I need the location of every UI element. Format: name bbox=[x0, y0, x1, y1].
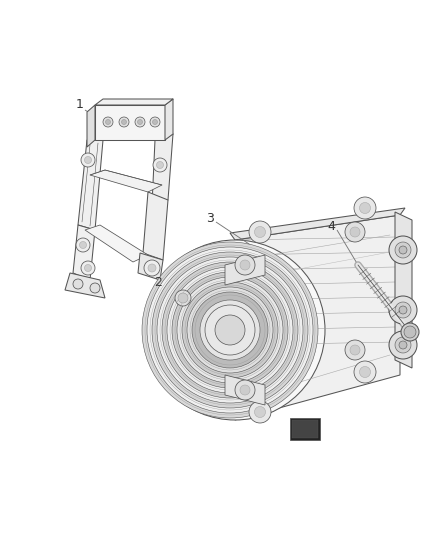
Circle shape bbox=[135, 117, 145, 127]
Circle shape bbox=[152, 252, 308, 408]
Circle shape bbox=[240, 385, 250, 395]
Circle shape bbox=[235, 380, 255, 400]
Circle shape bbox=[235, 255, 255, 275]
Polygon shape bbox=[290, 418, 320, 440]
Polygon shape bbox=[90, 170, 162, 192]
Circle shape bbox=[345, 222, 365, 242]
Circle shape bbox=[81, 261, 95, 275]
Circle shape bbox=[162, 262, 298, 398]
Circle shape bbox=[360, 203, 371, 214]
Circle shape bbox=[106, 119, 110, 125]
Circle shape bbox=[399, 341, 407, 349]
Circle shape bbox=[215, 315, 245, 345]
Polygon shape bbox=[235, 215, 400, 420]
Circle shape bbox=[142, 242, 318, 418]
Circle shape bbox=[147, 247, 313, 413]
Circle shape bbox=[85, 264, 92, 271]
Circle shape bbox=[167, 267, 293, 393]
Circle shape bbox=[254, 227, 265, 238]
Polygon shape bbox=[78, 140, 103, 230]
Circle shape bbox=[404, 326, 416, 338]
Circle shape bbox=[395, 302, 411, 318]
Circle shape bbox=[399, 306, 407, 314]
Circle shape bbox=[150, 117, 160, 127]
Circle shape bbox=[249, 401, 271, 423]
Circle shape bbox=[103, 117, 113, 127]
Circle shape bbox=[200, 300, 260, 360]
Circle shape bbox=[225, 325, 235, 335]
Circle shape bbox=[80, 241, 86, 248]
Circle shape bbox=[220, 320, 240, 340]
Text: 3: 3 bbox=[206, 212, 214, 224]
Circle shape bbox=[144, 260, 160, 276]
Polygon shape bbox=[138, 253, 163, 280]
Polygon shape bbox=[165, 99, 173, 140]
Circle shape bbox=[156, 161, 163, 168]
Circle shape bbox=[90, 283, 100, 293]
Circle shape bbox=[354, 361, 376, 383]
Polygon shape bbox=[225, 375, 265, 405]
Polygon shape bbox=[65, 273, 105, 298]
Circle shape bbox=[389, 331, 417, 359]
Polygon shape bbox=[95, 99, 173, 105]
Circle shape bbox=[210, 310, 250, 350]
Circle shape bbox=[192, 292, 268, 368]
Circle shape bbox=[205, 305, 255, 355]
Circle shape bbox=[85, 157, 92, 164]
Circle shape bbox=[157, 257, 303, 403]
Polygon shape bbox=[230, 208, 405, 240]
Circle shape bbox=[145, 240, 325, 420]
Circle shape bbox=[119, 117, 129, 127]
Circle shape bbox=[212, 312, 248, 348]
Circle shape bbox=[175, 290, 191, 306]
Polygon shape bbox=[95, 105, 165, 140]
Circle shape bbox=[360, 367, 371, 377]
Circle shape bbox=[73, 279, 83, 289]
Polygon shape bbox=[225, 255, 265, 285]
Polygon shape bbox=[395, 212, 412, 368]
Circle shape bbox=[76, 238, 90, 252]
Circle shape bbox=[152, 119, 158, 125]
Circle shape bbox=[345, 340, 365, 360]
Circle shape bbox=[178, 293, 188, 303]
Circle shape bbox=[395, 337, 411, 353]
Circle shape bbox=[389, 236, 417, 264]
Circle shape bbox=[401, 323, 419, 341]
Circle shape bbox=[249, 221, 271, 243]
Text: 1: 1 bbox=[76, 99, 84, 111]
Circle shape bbox=[187, 287, 273, 373]
Circle shape bbox=[389, 296, 417, 324]
Polygon shape bbox=[73, 225, 95, 280]
Circle shape bbox=[350, 227, 360, 237]
Circle shape bbox=[81, 153, 95, 167]
Circle shape bbox=[172, 272, 288, 388]
Circle shape bbox=[354, 197, 376, 219]
Circle shape bbox=[177, 277, 283, 383]
Circle shape bbox=[399, 246, 407, 254]
Circle shape bbox=[153, 158, 167, 172]
Polygon shape bbox=[143, 192, 168, 260]
Circle shape bbox=[240, 260, 250, 270]
Polygon shape bbox=[152, 134, 173, 205]
Circle shape bbox=[182, 282, 278, 378]
Text: 2: 2 bbox=[154, 276, 162, 288]
Circle shape bbox=[220, 320, 240, 340]
Circle shape bbox=[350, 345, 360, 355]
Circle shape bbox=[138, 119, 142, 125]
Polygon shape bbox=[292, 420, 318, 438]
Circle shape bbox=[395, 242, 411, 258]
Text: 4: 4 bbox=[327, 220, 335, 232]
Circle shape bbox=[148, 264, 156, 272]
Circle shape bbox=[121, 119, 127, 125]
Polygon shape bbox=[87, 105, 95, 147]
Polygon shape bbox=[85, 225, 148, 262]
Circle shape bbox=[254, 407, 265, 417]
